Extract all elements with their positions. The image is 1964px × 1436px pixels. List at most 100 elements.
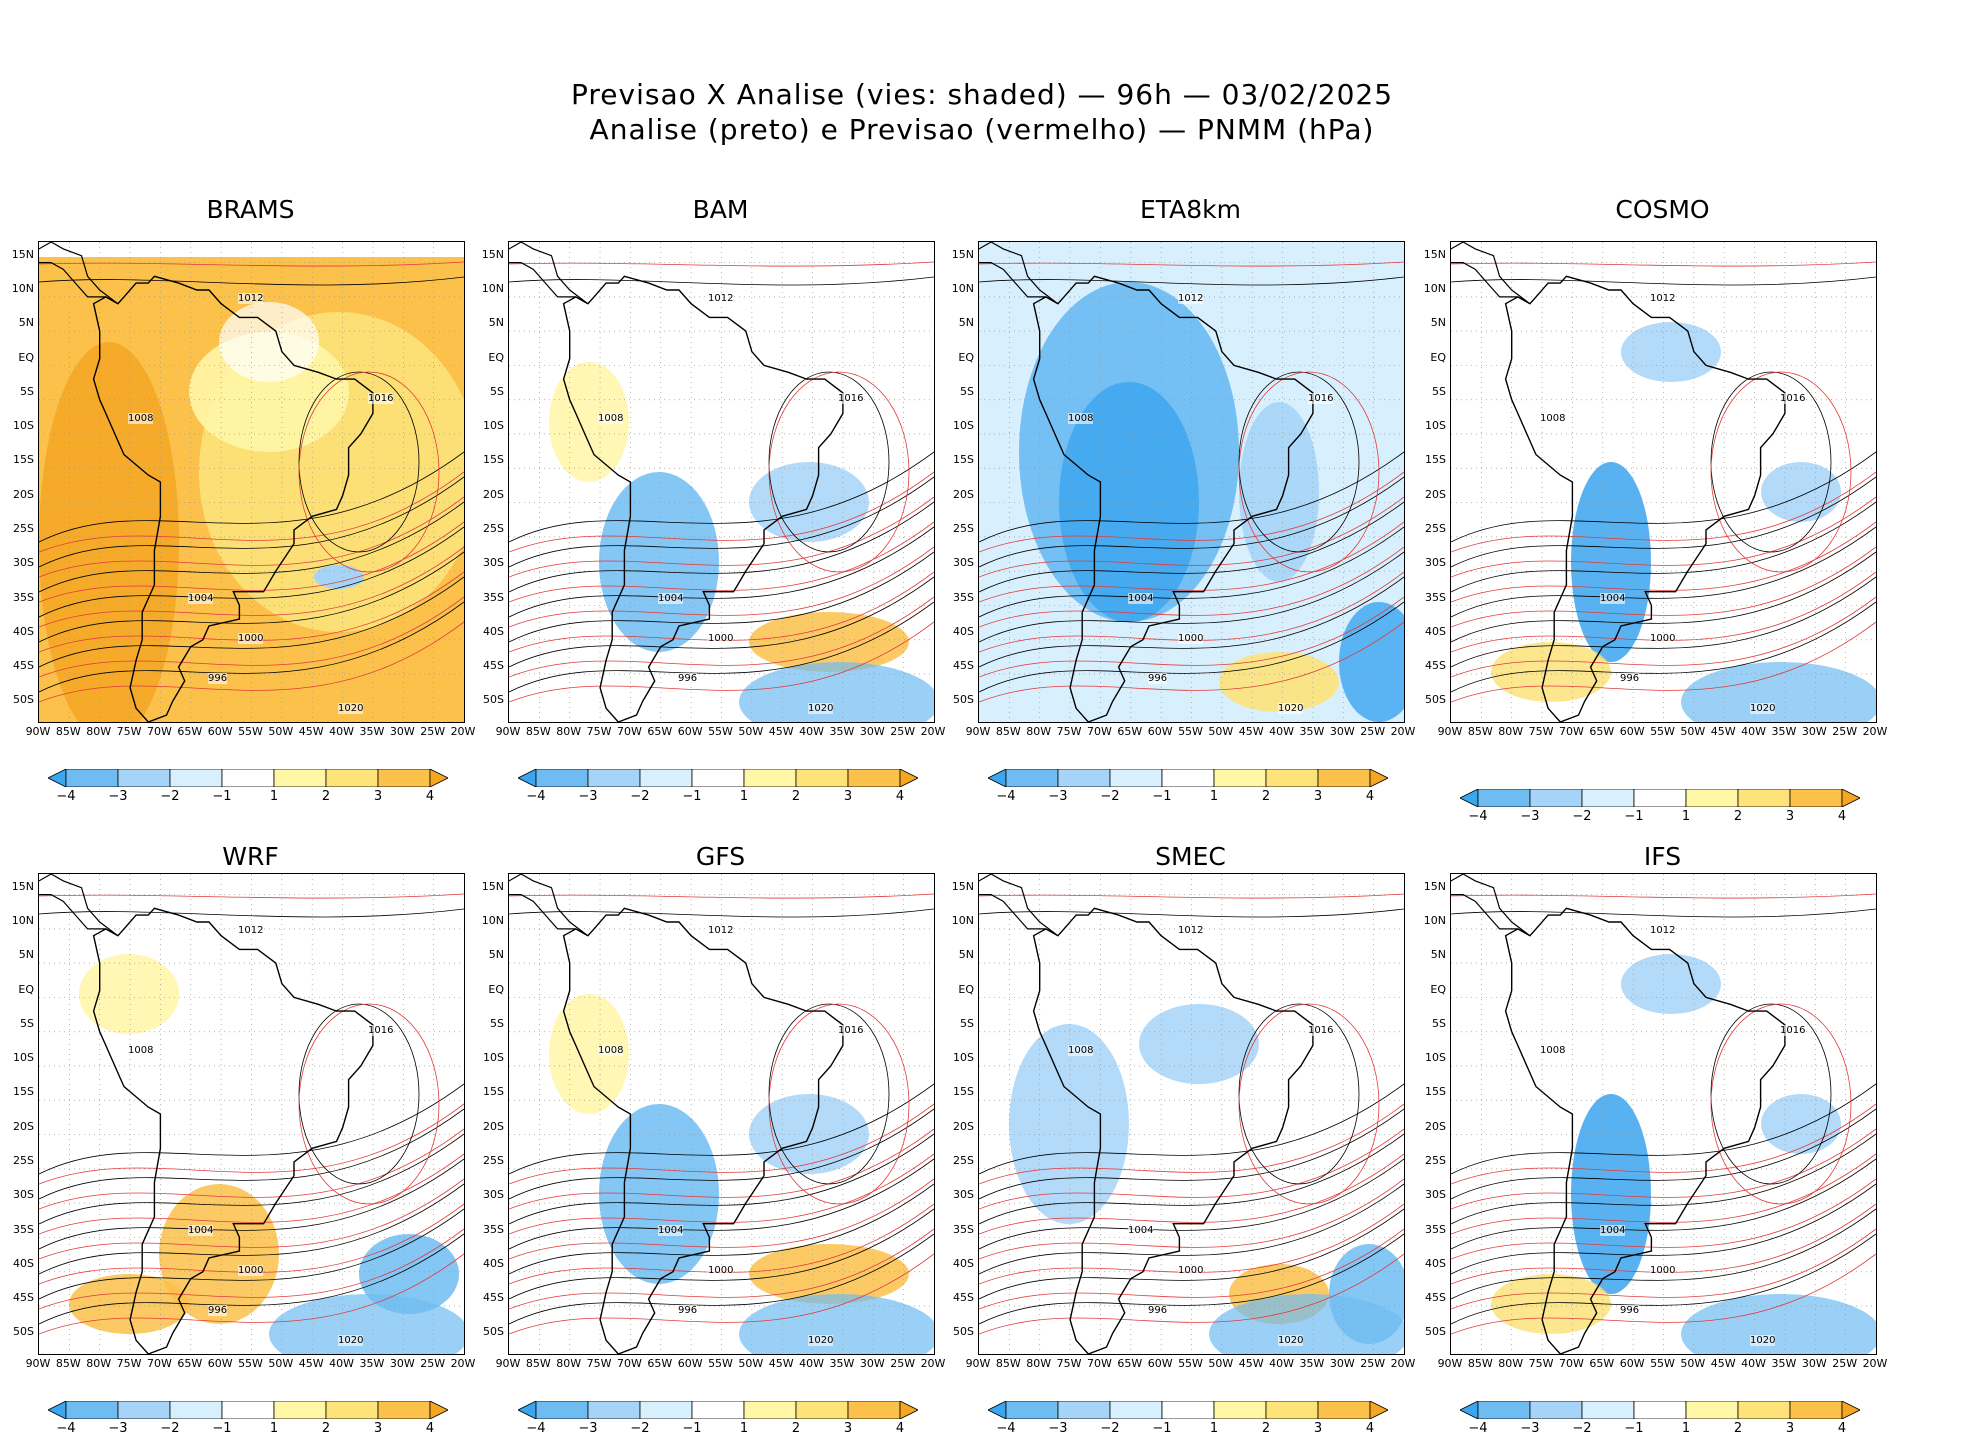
lat-tick-label: EQ [958,350,974,364]
lon-tick-label: 75W [1528,725,1554,738]
lon-tick-label: 35W [1299,725,1325,738]
lon-tick-label: 80W [1498,1357,1524,1370]
isobar-label: 1016 [1780,1025,1806,1036]
lat-tick-label: 50S [1425,1325,1446,1339]
lon-tick-label: 85W [995,725,1021,738]
colorbar-tick-label: 4 [425,1421,435,1436]
map-canvas [509,874,934,1354]
colorbar-tick-label: −2 [160,789,180,804]
lon-tick-label: 55W [238,1357,263,1370]
lon-tick-label: 45W [1710,1357,1736,1370]
colorbar-tick-label: 4 [1365,789,1375,804]
lon-tick-label: 70W [1558,1357,1584,1370]
colorbar-tick-label: 1 [1209,789,1219,804]
lat-tick-label: 5S [20,1016,34,1030]
isobar-label: 1000 [708,1265,734,1276]
isobar-label: 1008 [1068,1045,1094,1056]
colorbar-tick-label: 3 [843,1421,853,1436]
lat-tick-label: 5S [960,384,974,398]
lat-tick-label: 15S [1425,1085,1446,1099]
colorbar-tick-label: 2 [1261,1421,1271,1436]
lon-tick-label: 65W [1117,725,1143,738]
colorbar-bam [517,768,919,791]
lon-tick-label: 80W [556,725,582,738]
lat-tick-label: 40S [1425,1256,1446,1270]
lon-tick-label: 30W [1801,1357,1827,1370]
lon-tick-label: 85W [55,725,81,738]
lon-tick-label: 20W [1862,1357,1888,1370]
lon-tick-label: 55W [1178,1357,1203,1370]
lat-tick-label: 10S [1425,419,1446,433]
lon-tick-label: 80W [1026,1357,1052,1370]
isobar-label: 1012 [708,293,734,304]
lon-tick-label: 55W [1650,725,1675,738]
panel-title-wrf: WRF [222,842,279,871]
lat-tick-label: 15N [481,247,504,261]
lon-tick-label: 30W [1329,1357,1355,1370]
lon-tick-label: 80W [1498,725,1524,738]
lat-tick-label: 25S [483,522,504,535]
lon-tick-label: 85W [525,1357,551,1370]
lon-tick-label: 30W [859,725,885,738]
lon-tick-label: 90W [495,1357,521,1370]
lat-tick-label: 5S [20,384,34,398]
lon-tick-label: 70W [616,725,642,738]
isobar-label: 1000 [708,633,734,644]
isobar-label: 1004 [1600,593,1626,604]
colorbar-tick-label: 2 [791,1421,801,1436]
colorbar-tick-label: −4 [526,789,546,804]
colorbar-tick-label: −1 [682,789,702,804]
lon-tick-label: 30W [859,1357,885,1370]
lon-tick-label: 50W [1208,1357,1234,1370]
panel-title-gfs: GFS [695,842,746,871]
isobar-label: 1016 [368,393,394,404]
isobar-label: 1016 [1308,1025,1334,1036]
lat-tick-label: 35S [483,590,504,604]
lat-tick-label: 25S [1425,1154,1446,1167]
colorbar-tick-label: 4 [1837,809,1847,824]
lat-tick-label: 25S [1425,522,1446,535]
lat-tick-label: 15N [951,247,974,261]
lon-tick-label: 50W [738,725,764,738]
colorbar-tick-label: 4 [1837,1421,1847,1436]
colorbar-eta8km [987,768,1389,791]
isobar-label: 1000 [1178,633,1204,644]
colorbar-wrf [47,1400,449,1423]
lat-tick-label: 15N [481,879,504,893]
map-plot-gfs [508,873,935,1355]
colorbar-tick-label: −2 [160,1421,180,1436]
lon-tick-label: 60W [1619,725,1645,738]
isobar-label: 996 [678,673,698,684]
lon-tick-label: 65W [647,1357,673,1370]
lat-tick-label: 35S [13,590,34,604]
lat-tick-label: 20S [953,487,974,501]
lat-tick-label: 15N [951,879,974,893]
lat-tick-label: 35S [13,1222,34,1236]
lon-tick-label: 90W [1437,725,1463,738]
lon-tick-label: 85W [1467,725,1493,738]
colorbar-tick-label: −3 [1048,789,1068,804]
lat-tick-label: 10S [483,419,504,433]
lon-tick-label: 20W [1390,1357,1416,1370]
lon-tick-label: 30W [389,1357,415,1370]
colorbar-smec [987,1400,1389,1423]
map-plot-ifs [1450,873,1877,1355]
lat-tick-label: 50S [1425,693,1446,707]
lat-tick-label: 40S [13,624,34,638]
lat-tick-label: 5S [490,384,504,398]
lat-tick-label: 25S [13,1154,34,1167]
lat-tick-label: 10S [953,1051,974,1065]
isobar-label: 1000 [1178,1265,1204,1276]
isobar-label: 1000 [1650,1265,1676,1276]
lon-tick-label: 70W [616,1357,642,1370]
lon-tick-label: 65W [647,725,673,738]
lon-tick-label: 90W [1437,1357,1463,1370]
lat-tick-label: 35S [1425,1222,1446,1236]
colorbar-tick-label: 3 [1313,1421,1323,1436]
lat-tick-label: 15S [13,1085,34,1099]
isobar-label: 1008 [598,413,624,424]
panel-title-eta8km: ETA8km [1140,195,1241,224]
lon-tick-label: 35W [359,1357,385,1370]
lon-tick-label: 25W [420,1357,446,1370]
colorbar-tick-label: 2 [321,1421,331,1436]
